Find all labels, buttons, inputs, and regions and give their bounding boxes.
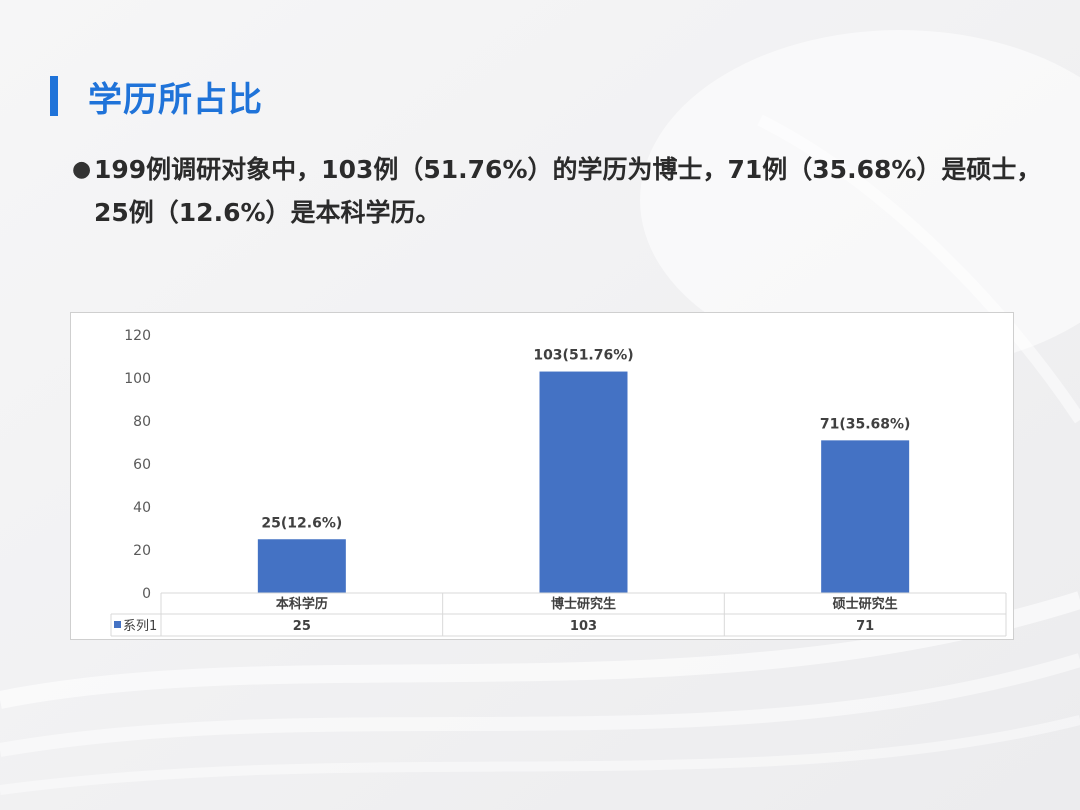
page-title: 学历所占比 xyxy=(88,79,263,120)
table-value: 25 xyxy=(293,619,311,634)
x-category-label: 硕士研究生 xyxy=(833,596,898,612)
y-tick-label: 120 xyxy=(124,328,151,344)
y-tick-label: 80 xyxy=(133,414,151,430)
table-value: 103 xyxy=(570,619,597,634)
x-category-label: 本科学历 xyxy=(276,596,328,612)
data-label: 25(12.6%) xyxy=(261,515,342,531)
legend-swatch xyxy=(114,621,121,628)
y-tick-label: 100 xyxy=(124,371,151,387)
legend-series-name: 系列1 xyxy=(123,619,157,634)
bullet-icon: ● xyxy=(72,157,92,182)
y-tick-label: 40 xyxy=(133,500,151,516)
chart-container: 0 20 40 60 80 100 120 25(12.6%) 103(51.76%) 71(35… xyxy=(70,312,1014,640)
title-accent-bar xyxy=(50,76,58,116)
data-label: 103(51.76%) xyxy=(533,348,633,364)
bar xyxy=(821,440,910,593)
bar xyxy=(257,539,346,593)
y-tick-label: 0 xyxy=(142,586,151,602)
data-label: 71(35.68%) xyxy=(820,416,911,432)
x-category-label: 博士研究生 xyxy=(551,596,616,612)
page-header: 学历所占比 xyxy=(50,74,263,120)
bar-chart: 0 20 40 60 80 100 120 25(12.6%) 103(51.76%) 71(35… xyxy=(110,328,1007,637)
y-tick-label: 60 xyxy=(133,457,151,473)
bar xyxy=(539,371,628,593)
summary-text: 199例调研对象中，103例（51.76%）的学历为博士，71例（35.68%）… xyxy=(94,155,1042,227)
y-tick-label: 20 xyxy=(133,543,151,559)
table-value: 71 xyxy=(856,619,874,634)
